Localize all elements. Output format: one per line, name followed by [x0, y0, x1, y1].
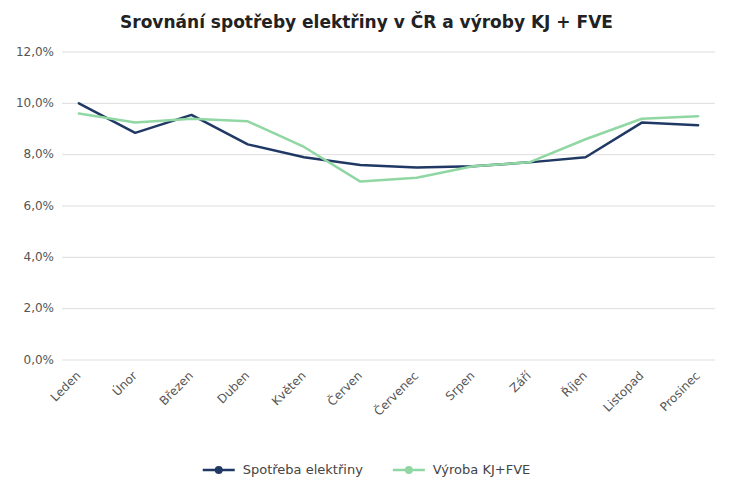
legend-label: Výroba KJ+FVE [433, 462, 530, 477]
x-tick-label: Srpen [443, 369, 478, 404]
x-tick-label: Květen [269, 369, 309, 409]
grid-line [62, 206, 715, 207]
y-tick-label: 0,0% [24, 353, 55, 367]
x-tick-label: Říjen [558, 368, 590, 400]
grid-line [62, 308, 715, 309]
legend-marker [405, 466, 413, 474]
x-tick-label: Červen [324, 368, 365, 409]
grid-line [62, 360, 715, 361]
x-tick-label: Březen [157, 369, 196, 408]
legend-item: Výroba KJ+FVE [393, 462, 530, 477]
x-tick-label: Duben [215, 369, 253, 407]
x-tick-label: Září [507, 368, 534, 395]
y-tick-label: 6,0% [24, 199, 55, 213]
legend: Spotřeba elektřiny Výroba KJ+FVE [203, 462, 531, 477]
grid-line [62, 154, 715, 155]
chart-svg: Srovnání spotřeby elektřiny v ČR a výrob… [0, 0, 733, 488]
chart-title: Srovnání spotřeby elektřiny v ČR a výrob… [120, 11, 613, 32]
plot-area [79, 103, 698, 181]
y-tick-label: 4,0% [24, 250, 55, 264]
x-tick-label: Leden [48, 369, 84, 405]
chart-container: Srovnání spotřeby elektřiny v ČR a výrob… [0, 0, 733, 488]
y-tick-label: 8,0% [24, 147, 55, 161]
grid-line [62, 257, 715, 258]
x-tick-label: Červenec [370, 368, 421, 419]
y-tick-label: 2,0% [24, 301, 55, 315]
legend-label: Spotřeba elektřiny [243, 462, 363, 477]
y-tick-label: 12,0% [16, 45, 54, 59]
series-line [79, 103, 698, 167]
grid [62, 52, 715, 360]
grid-line [62, 103, 715, 104]
x-tick-label: Prosinec [657, 369, 702, 414]
series-line [79, 114, 698, 182]
legend-item: Spotřeba elektřiny [203, 462, 363, 477]
x-tick-label: Listopad [601, 369, 647, 415]
y-tick-label: 10,0% [16, 96, 54, 110]
legend-marker [215, 466, 223, 474]
x-tick-label: Únor [109, 368, 140, 399]
grid-line [62, 52, 715, 53]
